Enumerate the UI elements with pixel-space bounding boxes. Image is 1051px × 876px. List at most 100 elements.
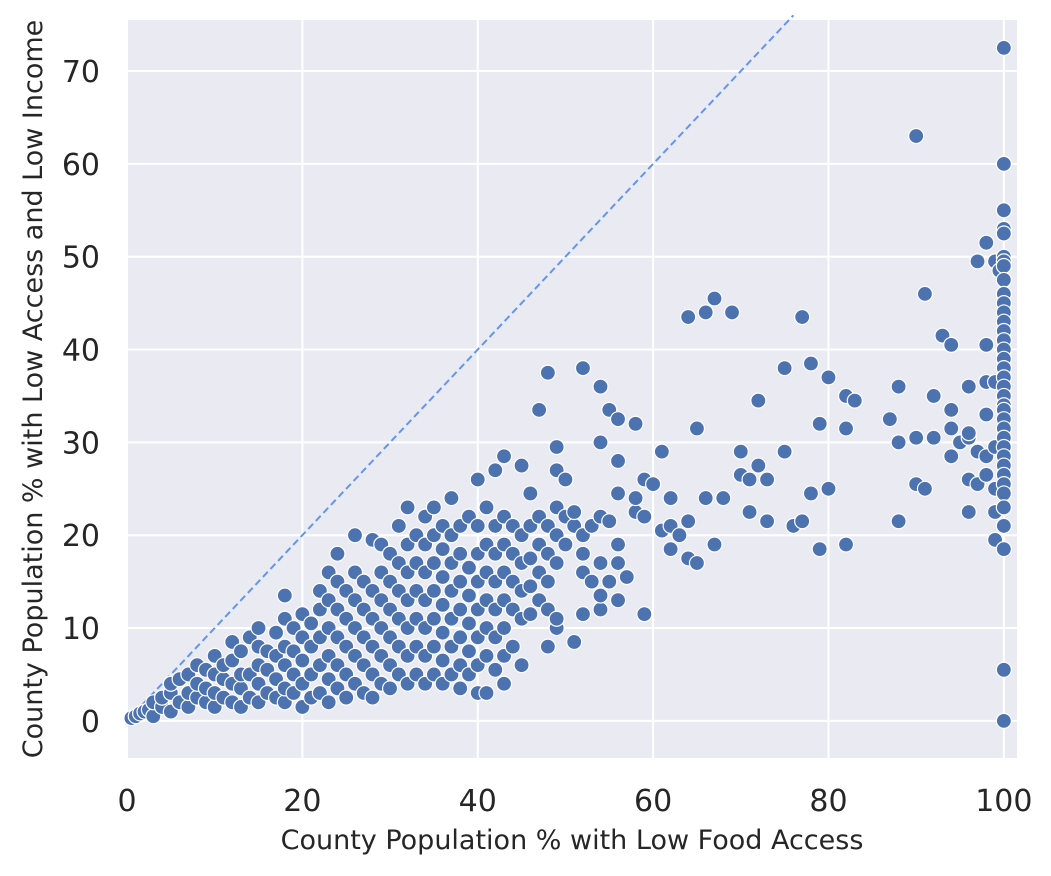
scatter-point (653, 443, 670, 460)
scatter-point (715, 489, 732, 507)
scatter-point (978, 336, 995, 354)
scatter-point (943, 401, 960, 418)
scatter-point (522, 578, 539, 595)
scatter-point (425, 638, 442, 655)
scatter-point (758, 471, 776, 488)
scatter-point (916, 285, 934, 302)
scatter-point (452, 680, 469, 697)
scatter-point (943, 448, 960, 465)
scatter-point (460, 587, 478, 604)
scatter-point (609, 592, 627, 609)
scatter-point (627, 415, 644, 432)
scatter-point (741, 503, 758, 521)
scatter-point (539, 573, 556, 590)
scatter-point (609, 452, 627, 470)
scatter-point (574, 545, 592, 562)
scatter-point (750, 392, 767, 409)
x-tick-label: 100 (975, 784, 1032, 819)
x-axis-label: County Population % with Low Food Access (281, 825, 864, 856)
scatter-point (960, 424, 977, 442)
x-tick-label: 20 (283, 784, 321, 819)
scatter-point (250, 619, 267, 637)
y-tick-label: 30 (62, 426, 100, 461)
scatter-point (460, 559, 478, 576)
data-points (123, 39, 1012, 729)
scatter-point (908, 127, 925, 145)
scatter-point (811, 541, 828, 558)
scatter-point (478, 684, 495, 702)
scatter-point (452, 601, 469, 618)
scatter-point (697, 489, 714, 507)
scatter-point (469, 471, 486, 488)
scatter-point (267, 624, 285, 641)
scatter-point (636, 508, 653, 525)
scatter-point (688, 420, 706, 437)
scatter-point (592, 587, 609, 604)
scatter-point (890, 513, 907, 530)
scatter-point (609, 411, 627, 428)
y-axis-label: County Population % with Low Access and … (18, 20, 49, 759)
scatter-point (943, 420, 960, 437)
scatter-point (425, 499, 442, 516)
scatter-point (960, 378, 977, 395)
scatter-point (592, 378, 609, 395)
y-tick-label: 40 (62, 334, 100, 369)
scatter-point (566, 503, 583, 521)
scatter-point (522, 550, 539, 567)
scatter-point (978, 466, 995, 483)
scatter-point (995, 225, 1012, 242)
scatter-point (697, 304, 714, 321)
scatter-point (539, 638, 556, 655)
y-tick-label: 10 (62, 612, 100, 647)
scatter-point (601, 513, 618, 530)
scatter-point (460, 643, 478, 660)
scatter-point (837, 536, 855, 553)
diagonal-reference-line (126, 14, 795, 722)
scatter-point (995, 661, 1012, 678)
scatter-point (513, 657, 530, 674)
scatter-point (329, 545, 346, 562)
scatter-point (837, 420, 855, 437)
scatter-point (794, 308, 811, 326)
scatter-point (513, 457, 530, 474)
scatter-point (969, 253, 986, 270)
scatter-point (364, 689, 381, 706)
scatter-point (452, 545, 469, 562)
scatter-point (592, 601, 609, 618)
scatter-point (995, 712, 1012, 729)
scatter-point (978, 234, 995, 251)
scatter-point (434, 596, 451, 613)
scatter-point (925, 387, 942, 405)
x-axis-ticks: 0 20 40 60 80 100 (117, 784, 1032, 819)
scatter-point (662, 489, 679, 507)
scatter-point (688, 554, 706, 572)
scatter-point (425, 554, 442, 572)
scatter-point (522, 606, 539, 623)
scatter-point (995, 202, 1012, 219)
scatter-point (574, 606, 592, 623)
scatter-point (399, 499, 416, 516)
scatter-point (338, 689, 355, 706)
scatter-point (723, 304, 741, 321)
scatter-point (495, 619, 513, 637)
x-tick-label: 80 (809, 784, 847, 819)
scatter-point (294, 652, 311, 669)
scatter-point (320, 694, 337, 711)
scatter-point (478, 647, 495, 664)
scatter-point (995, 39, 1012, 56)
scatter-point (381, 680, 399, 697)
scatter-point (434, 568, 451, 586)
scatter-point (276, 587, 293, 604)
scatter-point (811, 415, 828, 432)
scatter-point (469, 517, 486, 535)
scatter-point (495, 448, 513, 465)
scatter-point (995, 271, 1012, 289)
scatter-point (557, 471, 574, 488)
scatter-point (504, 638, 521, 655)
scatter-point (776, 360, 793, 377)
scatter-point (732, 443, 749, 460)
scatter-point (609, 554, 627, 572)
scatter-point (487, 661, 504, 678)
scatter-point (592, 554, 609, 572)
scatter-point (452, 573, 469, 590)
